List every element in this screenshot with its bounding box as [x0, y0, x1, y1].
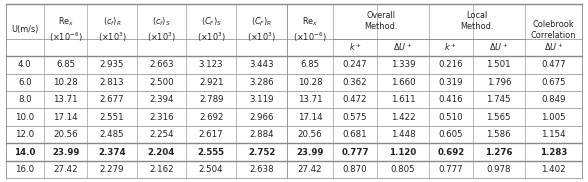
Text: 23.99: 23.99	[296, 148, 323, 157]
Text: 0.362: 0.362	[343, 78, 368, 87]
Text: 2.254: 2.254	[149, 130, 173, 139]
Text: 0.416: 0.416	[439, 95, 463, 104]
Text: 1.501: 1.501	[486, 60, 511, 69]
Text: 6.85: 6.85	[300, 60, 319, 69]
Text: 2.394: 2.394	[149, 95, 173, 104]
Text: $(c_f)_S$
(×10$^3$): $(c_f)_S$ (×10$^3$)	[147, 16, 176, 44]
Text: 2.617: 2.617	[199, 130, 223, 139]
Text: 0.319: 0.319	[439, 78, 463, 87]
Text: $\Delta U^+$: $\Delta U^+$	[489, 41, 509, 53]
Text: 2.316: 2.316	[149, 113, 173, 122]
Text: 1.402: 1.402	[541, 165, 566, 174]
Text: 1.796: 1.796	[486, 78, 511, 87]
Text: 0.575: 0.575	[343, 113, 368, 122]
Text: 1.005: 1.005	[541, 113, 566, 122]
Text: 2.638: 2.638	[249, 165, 274, 174]
Text: 0.247: 0.247	[343, 60, 368, 69]
Text: 3.443: 3.443	[249, 60, 274, 69]
Text: 3.119: 3.119	[249, 95, 274, 104]
Text: 16.0: 16.0	[15, 165, 35, 174]
Text: 0.477: 0.477	[541, 60, 566, 69]
Text: 23.99: 23.99	[52, 148, 79, 157]
Text: 2.692: 2.692	[199, 113, 223, 122]
Text: 1.422: 1.422	[390, 113, 415, 122]
Text: $\Delta U^+$: $\Delta U^+$	[543, 41, 563, 53]
Text: Local
Method.: Local Method.	[460, 11, 493, 31]
Text: 1.611: 1.611	[390, 95, 415, 104]
Text: 1.154: 1.154	[541, 130, 566, 139]
Text: 1.283: 1.283	[540, 148, 567, 157]
Text: 2.504: 2.504	[199, 165, 223, 174]
Text: 0.216: 0.216	[439, 60, 463, 69]
Text: 2.789: 2.789	[199, 95, 223, 104]
Text: 1.276: 1.276	[485, 148, 513, 157]
Text: 2.677: 2.677	[100, 95, 124, 104]
Text: Overall
Method.: Overall Method.	[364, 11, 397, 31]
Text: 13.71: 13.71	[54, 95, 78, 104]
Text: 12.0: 12.0	[15, 130, 35, 139]
Text: 2.555: 2.555	[198, 148, 225, 157]
Text: 8.0: 8.0	[18, 95, 32, 104]
Text: 13.71: 13.71	[298, 95, 322, 104]
Text: 2.966: 2.966	[249, 113, 274, 122]
Text: 0.805: 0.805	[390, 165, 415, 174]
Text: 0.692: 0.692	[437, 148, 465, 157]
Text: 10.0: 10.0	[15, 113, 35, 122]
Text: 2.551: 2.551	[100, 113, 124, 122]
Text: 3.286: 3.286	[249, 78, 274, 87]
Text: 1.448: 1.448	[390, 130, 415, 139]
Text: $(C_F)_S$
(×10$^3$): $(C_F)_S$ (×10$^3$)	[197, 16, 226, 44]
Text: 1.586: 1.586	[486, 130, 511, 139]
Text: 2.663: 2.663	[149, 60, 173, 69]
Text: 0.510: 0.510	[439, 113, 463, 122]
Text: 20.56: 20.56	[298, 130, 322, 139]
Text: 2.935: 2.935	[100, 60, 124, 69]
Text: 1.339: 1.339	[390, 60, 415, 69]
Text: 2.204: 2.204	[148, 148, 175, 157]
Text: 17.14: 17.14	[298, 113, 322, 122]
Text: $(c_f)_R$
(×10$^3$): $(c_f)_R$ (×10$^3$)	[98, 16, 126, 44]
Text: 1.565: 1.565	[486, 113, 511, 122]
Text: 0.472: 0.472	[343, 95, 368, 104]
Text: 27.42: 27.42	[54, 165, 78, 174]
Text: 0.777: 0.777	[341, 148, 369, 157]
Text: 17.14: 17.14	[54, 113, 78, 122]
Text: 10.28: 10.28	[298, 78, 322, 87]
Text: 0.978: 0.978	[486, 165, 511, 174]
Text: 1.120: 1.120	[389, 148, 416, 157]
Text: 0.870: 0.870	[343, 165, 368, 174]
Text: 0.605: 0.605	[439, 130, 463, 139]
Text: Re$_x$
(×10$^{-6}$): Re$_x$ (×10$^{-6}$)	[49, 16, 82, 44]
Text: 0.777: 0.777	[439, 165, 463, 174]
Text: Re$_x$
(×10$^{-6}$): Re$_x$ (×10$^{-6}$)	[293, 16, 327, 44]
Text: 4.0: 4.0	[18, 60, 32, 69]
Text: 2.279: 2.279	[100, 165, 124, 174]
Text: Colebrook
Correlation: Colebrook Correlation	[530, 20, 576, 39]
Text: 6.85: 6.85	[56, 60, 75, 69]
Text: 27.42: 27.42	[298, 165, 322, 174]
Text: $k^+$: $k^+$	[349, 41, 361, 53]
Text: 0.675: 0.675	[541, 78, 566, 87]
Text: 1.660: 1.660	[390, 78, 415, 87]
Text: 6.0: 6.0	[18, 78, 32, 87]
Text: 0.849: 0.849	[541, 95, 566, 104]
Text: $(C_F)_R$
(×10$^3$): $(C_F)_R$ (×10$^3$)	[248, 16, 276, 44]
Text: 2.884: 2.884	[249, 130, 274, 139]
Text: 2.485: 2.485	[100, 130, 124, 139]
Text: 2.500: 2.500	[149, 78, 173, 87]
Text: 0.681: 0.681	[343, 130, 368, 139]
Text: 2.162: 2.162	[149, 165, 173, 174]
Text: $k^+$: $k^+$	[445, 41, 457, 53]
Text: 20.56: 20.56	[54, 130, 78, 139]
Text: U(m/s): U(m/s)	[11, 25, 39, 34]
Text: $\Delta U^+$: $\Delta U^+$	[393, 41, 413, 53]
Text: 14.0: 14.0	[14, 148, 35, 157]
Text: 1.745: 1.745	[486, 95, 511, 104]
Text: 3.123: 3.123	[199, 60, 223, 69]
Text: 2.921: 2.921	[199, 78, 223, 87]
Text: 2.374: 2.374	[98, 148, 126, 157]
Text: 2.752: 2.752	[248, 148, 275, 157]
Text: 10.28: 10.28	[54, 78, 78, 87]
Text: 2.813: 2.813	[100, 78, 124, 87]
